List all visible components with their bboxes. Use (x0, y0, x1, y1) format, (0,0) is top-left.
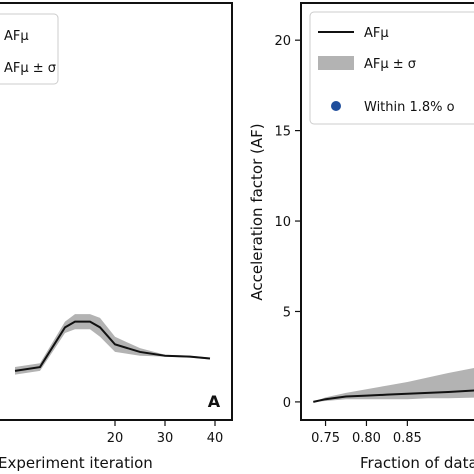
panel-a: 20 30 40 Experiment iteration A AFμ AFμ ± … (0, 2, 233, 472)
panel-b-frame (300, 2, 474, 421)
panel-b-y-tick-label: 15 (274, 125, 291, 140)
panel-a-x-tick-label: 30 (157, 431, 174, 446)
panel-b-legend: AFμ AFμ ± σ Within 1.8% o (309, 11, 474, 125)
panel-b-y-tick-label: 5 (283, 305, 291, 320)
panel-b-legend-frame (309, 11, 474, 125)
panel-b-y-tick-label: 10 (274, 215, 291, 230)
panel-b-x-tick-label: 0.85 (393, 431, 422, 446)
panel-a-legend: AFμ AFμ ± σ (0, 13, 59, 85)
panel-a-legend-label-mean: AFμ (4, 29, 29, 44)
panel-a-x-tick-label: 40 (207, 431, 224, 446)
panel-a-legend-frame (0, 13, 59, 85)
panel-b: 0 5 10 15 20 0.75 0.80 0.85 Acceleration factor… (248, 2, 474, 472)
panel-b-y-tick-label: 0 (283, 396, 291, 411)
panel-b-x-axis-label: Fraction of data (360, 454, 474, 472)
panel-b-legend-band-swatch (318, 56, 354, 70)
panel-b-mean-line (313, 389, 474, 403)
panel-a-x-tick-label: 20 (107, 431, 124, 446)
panel-b-legend-label-mean: AFμ (364, 26, 389, 41)
panel-b-legend-label-within: Within 1.8% o (364, 100, 455, 115)
panel-a-band (15, 314, 210, 375)
panel-b-y-tick-label: 20 (274, 34, 291, 49)
panel-b-legend-label-band: AFμ ± σ (364, 57, 416, 72)
panel-a-frame (0, 2, 233, 421)
panel-a-mean-line (14, 320, 211, 372)
panel-b-x-tick-label: 0.75 (311, 431, 340, 446)
panel-b-y-axis-label: Acceleration factor (AF) (248, 123, 266, 300)
panel-b-x-tick-label: 0.80 (352, 431, 381, 446)
panel-a-letter: A (208, 392, 221, 411)
panel-a-x-axis-label: Experiment iteration (0, 454, 153, 472)
panel-a-legend-label-band: AFμ ± σ (4, 61, 56, 76)
panel-b-legend-dot-swatch (331, 101, 341, 111)
